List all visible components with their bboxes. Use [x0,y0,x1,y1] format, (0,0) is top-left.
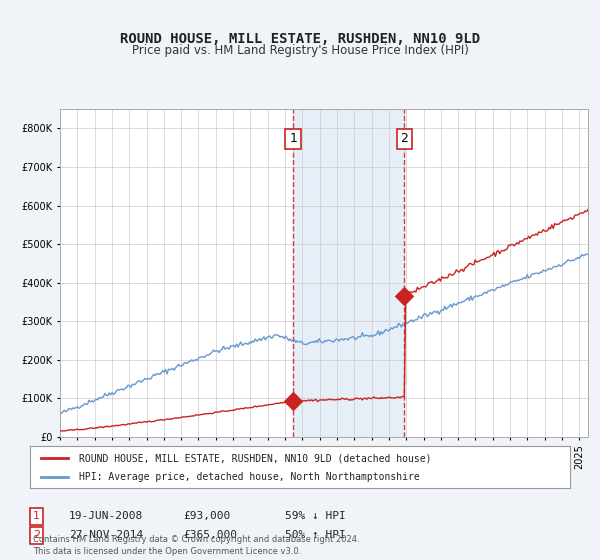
Text: Price paid vs. HM Land Registry's House Price Index (HPI): Price paid vs. HM Land Registry's House … [131,44,469,57]
Text: 2: 2 [33,530,40,540]
Text: 59% ↓ HPI: 59% ↓ HPI [285,511,346,521]
Text: 50% ↑ HPI: 50% ↑ HPI [285,530,346,540]
Point [400,292,409,301]
Point [289,396,298,405]
Text: HPI: Average price, detached house, North Northamptonshire: HPI: Average price, detached house, Nort… [79,472,419,482]
Text: 2: 2 [401,132,409,146]
Text: £93,000: £93,000 [183,511,230,521]
Text: ROUND HOUSE, MILL ESTATE, RUSHDEN, NN10 9LD: ROUND HOUSE, MILL ESTATE, RUSHDEN, NN10 … [120,32,480,46]
Text: £365,000: £365,000 [183,530,237,540]
Text: 1: 1 [289,132,297,146]
Text: Contains HM Land Registry data © Crown copyright and database right 2024.
This d: Contains HM Land Registry data © Crown c… [33,535,359,556]
Bar [293,109,404,437]
Text: ROUND HOUSE, MILL ESTATE, RUSHDEN, NN10 9LD (detached house): ROUND HOUSE, MILL ESTATE, RUSHDEN, NN10 … [79,453,431,463]
Text: 1: 1 [33,511,40,521]
Text: 19-JUN-2008: 19-JUN-2008 [69,511,143,521]
Text: 27-NOV-2014: 27-NOV-2014 [69,530,143,540]
